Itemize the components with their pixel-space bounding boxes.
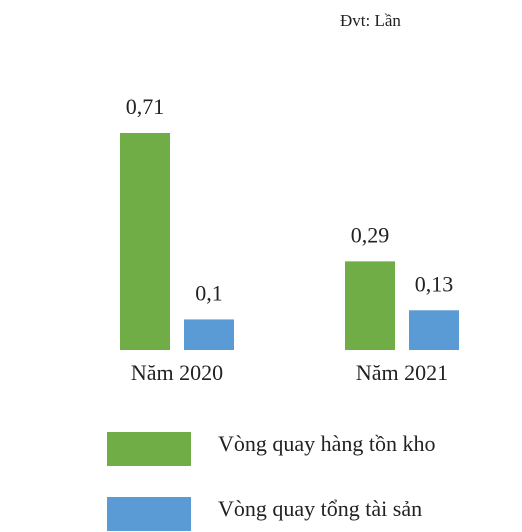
data-label: 0,71 xyxy=(126,94,165,119)
chart-subtitle: Đvt: Lần xyxy=(340,11,401,30)
bar xyxy=(409,310,459,350)
bar xyxy=(120,133,170,350)
legend-swatch xyxy=(107,432,191,466)
bar xyxy=(184,319,234,350)
legend-label: Vòng quay tổng tài sản xyxy=(218,496,422,521)
bar xyxy=(345,261,395,350)
x-tick-label: Năm 2020 xyxy=(131,360,223,385)
data-label: 0,13 xyxy=(415,271,454,296)
x-tick-label: Năm 2021 xyxy=(356,360,448,385)
legend-label: Vòng quay hàng tồn kho xyxy=(218,431,436,456)
data-label: 0,1 xyxy=(195,280,223,305)
data-label: 0,29 xyxy=(351,222,390,247)
legend-swatch xyxy=(107,497,191,531)
